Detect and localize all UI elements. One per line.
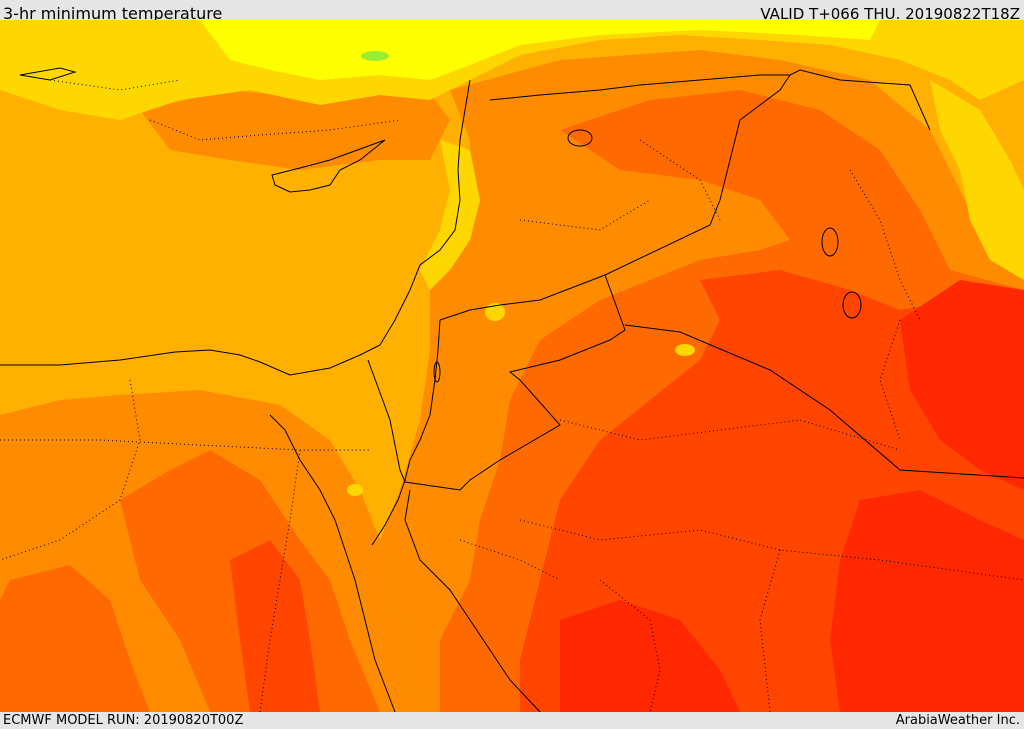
model-run-label: ECMWF MODEL RUN: 20190820T00Z [3, 713, 244, 728]
cyprus-outline [271, 139, 386, 193]
coastline [0, 79, 471, 376]
lake-outline [842, 291, 862, 319]
crete-outline [19, 67, 77, 81]
temperature-zone-dark-orange [0, 565, 150, 712]
temperature-zone-red [560, 600, 740, 712]
country-border [367, 69, 931, 491]
temperature-zone-light-yellow [347, 484, 363, 496]
temperature-zone-light-yellow [485, 303, 505, 321]
lake-outline [821, 227, 839, 257]
province-border [759, 549, 781, 712]
province-border [259, 449, 301, 712]
header-bar: 3-hr minimum temperature VALID T+066 THU… [0, 0, 1024, 23]
temperature-zone-light-yellow [420, 140, 480, 290]
temperature-zone-light-yellow [675, 344, 695, 356]
province-border [639, 139, 721, 221]
country-border [439, 274, 606, 321]
temperature-zone-yellow [200, 20, 880, 80]
map-canvas [0, 20, 1024, 712]
temperature-zone-red-orange [230, 540, 320, 712]
lake-outline [567, 129, 593, 147]
map-title: 3-hr minimum temperature [3, 4, 223, 23]
temperature-zone-red [830, 490, 1024, 712]
temperature-zone-light-yellow [930, 80, 1024, 280]
temperature-zone-orange [140, 80, 450, 170]
temperature-map[interactable] [0, 20, 1024, 712]
valid-time-label: VALID T+066 THU. 20190822T18Z [760, 5, 1020, 23]
country-border [624, 324, 1024, 479]
province-border [599, 579, 661, 712]
province-border [0, 439, 370, 451]
province-borders [0, 79, 1024, 712]
gulf-of-aqaba-coast [371, 319, 441, 546]
credit-label: ArabiaWeather Inc. [895, 713, 1020, 728]
province-border [519, 519, 1024, 581]
red-sea-east-coast [404, 489, 541, 712]
country-border [489, 74, 790, 101]
province-border [519, 199, 651, 231]
red-sea-west-coast [269, 414, 396, 712]
footer-bar: ECMWF MODEL RUN: 20190820T00Z ArabiaWeat… [0, 712, 1024, 729]
province-border [0, 379, 141, 561]
temperature-zone-red [900, 280, 1024, 490]
dead-sea-outline [433, 361, 441, 383]
temperature-zone-green [361, 51, 389, 61]
